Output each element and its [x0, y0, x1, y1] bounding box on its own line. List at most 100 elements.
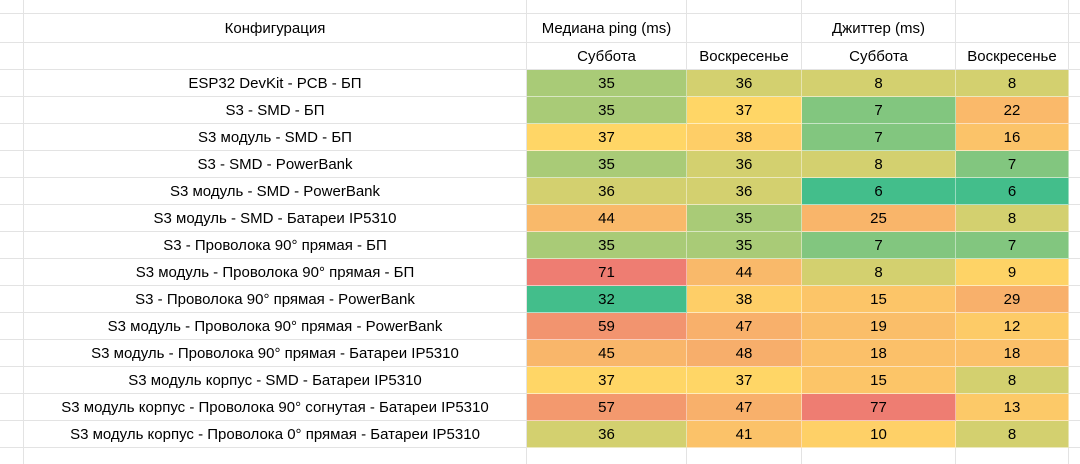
empty-cell[interactable] — [956, 448, 1069, 464]
empty-cell[interactable] — [527, 448, 687, 464]
empty-cell[interactable] — [802, 0, 956, 14]
empty-cell[interactable] — [1069, 259, 1080, 286]
empty-cell[interactable] — [956, 0, 1069, 14]
value-cell[interactable]: 38 — [687, 124, 802, 151]
value-cell[interactable]: 35 — [527, 232, 687, 259]
config-label-cell[interactable]: S3 модуль - SMD - БП — [24, 124, 527, 151]
value-cell[interactable]: 35 — [687, 205, 802, 232]
value-cell[interactable]: 25 — [802, 205, 956, 232]
config-label-cell[interactable]: S3 - Проволока 90° прямая - БП — [24, 232, 527, 259]
value-cell[interactable]: 37 — [527, 367, 687, 394]
value-cell[interactable]: 7 — [802, 232, 956, 259]
empty-cell[interactable] — [0, 286, 24, 313]
empty-cell[interactable] — [0, 43, 24, 70]
config-label-cell[interactable]: S3 модуль - Проволока 90° прямая - Батар… — [24, 340, 527, 367]
empty-cell[interactable] — [1069, 394, 1080, 421]
empty-cell[interactable] — [1069, 70, 1080, 97]
value-cell[interactable]: 32 — [527, 286, 687, 313]
value-cell[interactable]: 18 — [956, 340, 1069, 367]
empty-cell[interactable] — [1069, 313, 1080, 340]
value-cell[interactable]: 12 — [956, 313, 1069, 340]
empty-cell[interactable] — [0, 232, 24, 259]
empty-cell[interactable] — [0, 97, 24, 124]
empty-cell[interactable] — [687, 448, 802, 464]
empty-cell[interactable] — [1069, 421, 1080, 448]
value-cell[interactable]: 10 — [802, 421, 956, 448]
value-cell[interactable]: 13 — [956, 394, 1069, 421]
empty-cell[interactable] — [1069, 151, 1080, 178]
value-cell[interactable]: 8 — [802, 151, 956, 178]
value-cell[interactable]: 35 — [687, 232, 802, 259]
subheader-ping-saturday[interactable]: Суббота — [527, 43, 687, 70]
config-label-cell[interactable]: S3 модуль - Проволока 90° прямая - Power… — [24, 313, 527, 340]
empty-cell[interactable] — [1069, 367, 1080, 394]
value-cell[interactable]: 8 — [802, 70, 956, 97]
empty-cell[interactable] — [24, 43, 527, 70]
empty-cell[interactable] — [24, 0, 527, 14]
empty-cell[interactable] — [0, 70, 24, 97]
value-cell[interactable]: 47 — [687, 313, 802, 340]
empty-cell[interactable] — [1069, 286, 1080, 313]
value-cell[interactable]: 37 — [527, 124, 687, 151]
value-cell[interactable]: 37 — [687, 367, 802, 394]
value-cell[interactable]: 36 — [687, 151, 802, 178]
value-cell[interactable]: 7 — [956, 151, 1069, 178]
config-label-cell[interactable]: S3 модуль корпус - SMD - Батареи IP5310 — [24, 367, 527, 394]
config-label-cell[interactable]: ESP32 DevKit - PCB - БП — [24, 70, 527, 97]
empty-cell[interactable] — [0, 14, 24, 43]
value-cell[interactable]: 6 — [802, 178, 956, 205]
value-cell[interactable]: 35 — [527, 97, 687, 124]
value-cell[interactable]: 18 — [802, 340, 956, 367]
subheader-ping-sunday[interactable]: Воскресенье — [687, 43, 802, 70]
value-cell[interactable]: 15 — [802, 286, 956, 313]
value-cell[interactable]: 37 — [687, 97, 802, 124]
empty-cell[interactable] — [1069, 448, 1080, 464]
value-cell[interactable]: 7 — [956, 232, 1069, 259]
empty-cell[interactable] — [1069, 124, 1080, 151]
value-cell[interactable]: 36 — [527, 178, 687, 205]
value-cell[interactable]: 71 — [527, 259, 687, 286]
empty-cell[interactable] — [0, 259, 24, 286]
empty-cell[interactable] — [1069, 205, 1080, 232]
value-cell[interactable]: 8 — [956, 70, 1069, 97]
empty-cell[interactable] — [0, 340, 24, 367]
value-cell[interactable]: 22 — [956, 97, 1069, 124]
value-cell[interactable]: 38 — [687, 286, 802, 313]
value-cell[interactable]: 8 — [956, 205, 1069, 232]
empty-cell[interactable] — [1069, 178, 1080, 205]
value-cell[interactable]: 29 — [956, 286, 1069, 313]
empty-cell[interactable] — [1069, 97, 1080, 124]
empty-cell[interactable] — [0, 421, 24, 448]
value-cell[interactable]: 7 — [802, 97, 956, 124]
value-cell[interactable]: 6 — [956, 178, 1069, 205]
empty-cell[interactable] — [1069, 232, 1080, 259]
empty-cell[interactable] — [802, 448, 956, 464]
subheader-jitter-sunday[interactable]: Воскресенье — [956, 43, 1069, 70]
value-cell[interactable]: 15 — [802, 367, 956, 394]
value-cell[interactable]: 44 — [687, 259, 802, 286]
empty-cell[interactable] — [0, 367, 24, 394]
value-cell[interactable]: 77 — [802, 394, 956, 421]
value-cell[interactable]: 8 — [956, 421, 1069, 448]
empty-cell[interactable] — [24, 448, 527, 464]
config-label-cell[interactable]: S3 - Проволока 90° прямая - PowerBank — [24, 286, 527, 313]
subheader-jitter-saturday[interactable]: Суббота — [802, 43, 956, 70]
empty-cell[interactable] — [0, 151, 24, 178]
value-cell[interactable]: 44 — [527, 205, 687, 232]
empty-cell[interactable] — [0, 205, 24, 232]
value-cell[interactable]: 48 — [687, 340, 802, 367]
group-header-jitter[interactable]: Джиттер (ms) — [802, 14, 956, 43]
empty-cell[interactable] — [1069, 0, 1080, 14]
value-cell[interactable]: 57 — [527, 394, 687, 421]
column-header-configuration[interactable]: Конфигурация — [24, 14, 527, 43]
empty-cell[interactable] — [0, 124, 24, 151]
empty-cell[interactable] — [687, 0, 802, 14]
value-cell[interactable]: 19 — [802, 313, 956, 340]
empty-cell[interactable] — [0, 394, 24, 421]
value-cell[interactable]: 59 — [527, 313, 687, 340]
value-cell[interactable]: 35 — [527, 151, 687, 178]
empty-cell[interactable] — [956, 14, 1069, 43]
value-cell[interactable]: 36 — [687, 70, 802, 97]
group-header-median-ping[interactable]: Медиана ping (ms) — [527, 14, 687, 43]
empty-cell[interactable] — [527, 0, 687, 14]
